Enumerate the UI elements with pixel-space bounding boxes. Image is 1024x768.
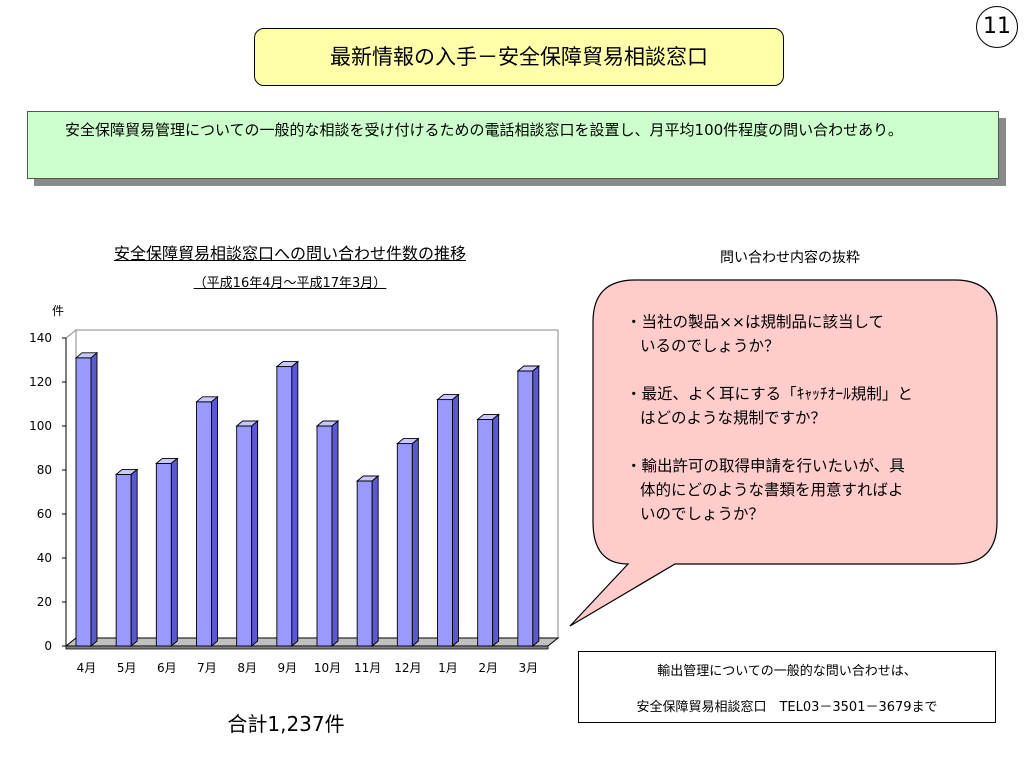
bar xyxy=(516,365,541,647)
bar-side xyxy=(331,420,339,647)
chart-title: 安全保障貿易相談窓口への問い合わせ件数の推移 xyxy=(0,240,580,264)
speech-bubble-shape xyxy=(569,279,998,627)
x-tick-label: 4月 xyxy=(77,661,97,675)
bar-front xyxy=(396,443,413,647)
y-tick-label: 100 xyxy=(29,419,52,433)
y-tick-label: 40 xyxy=(37,551,52,565)
question-line: いるのでしょうか？ xyxy=(640,337,780,355)
page-number: 11 xyxy=(976,6,1018,48)
bar-front xyxy=(356,480,373,647)
bar xyxy=(74,351,99,647)
x-tick-label: 9月 xyxy=(278,661,298,675)
chart-subtitle: （平成16年4月～平成17年3月） xyxy=(0,272,580,291)
question-line: ・当社の製品××は規制品に該当して xyxy=(626,313,885,331)
bar-front xyxy=(477,418,494,647)
y-tick-label: 60 xyxy=(37,507,52,521)
bar-side xyxy=(452,393,459,647)
x-tick-label: 2月 xyxy=(478,661,498,675)
bar xyxy=(355,475,380,647)
bar-front xyxy=(75,357,92,647)
x-tick-label: 5月 xyxy=(117,661,137,675)
question-item: ・最近、よく耳にする「ｷｬｯﾁｵｰﾙ規制」と はどのような規制ですか？ xyxy=(626,382,976,430)
question-line: いのでしょうか？ xyxy=(640,505,765,523)
speech-bubble xyxy=(569,279,998,627)
x-tick-label: 6月 xyxy=(157,661,177,675)
bar xyxy=(476,413,500,647)
y-tick-label: 0 xyxy=(44,639,52,653)
x-tick-label: 12月 xyxy=(394,661,421,675)
bar-front xyxy=(316,425,333,647)
bar xyxy=(396,437,420,647)
info-box: 安全保障貿易管理についての一般的な相談を受け付けるための電話相談窓口を設置し、月… xyxy=(27,111,999,179)
question-line: 体的にどのような書類を用意すればよ xyxy=(640,481,904,499)
bar xyxy=(436,393,460,647)
page-title: 最新情報の入手－安全保障貿易相談窓口 xyxy=(254,28,784,86)
question-line: ・輸出許可の取得申請を行いたいが、具 xyxy=(626,457,905,475)
question-line: ・最近、よく耳にする「ｷｬｯﾁｵｰﾙ規制」と xyxy=(626,385,913,403)
contact-line-1: 輸出管理についての一般的な問い合わせは、 xyxy=(657,664,917,679)
bar-front xyxy=(276,366,293,647)
bar-side xyxy=(211,395,218,647)
bar-side xyxy=(532,365,540,647)
bar xyxy=(315,420,340,647)
bar-side xyxy=(170,457,178,647)
x-tick-label: 8月 xyxy=(237,661,257,675)
bar xyxy=(275,360,300,647)
contact-line-2: 安全保障貿易相談窓口 TEL03－3501－3679まで xyxy=(636,700,938,715)
y-axis-label: 件 xyxy=(52,304,65,318)
chart-floor-edge xyxy=(65,645,549,650)
bar-side xyxy=(411,437,419,647)
bar-front xyxy=(155,462,172,647)
y-tick-label: 120 xyxy=(29,375,52,389)
bar-side xyxy=(130,468,138,647)
bar-front xyxy=(236,425,253,647)
bar xyxy=(114,468,139,647)
bar-front xyxy=(437,399,453,647)
x-tick-label: 1月 xyxy=(438,661,458,675)
chart-subtitle-text: （平成16年4月～平成17年3月） xyxy=(193,276,387,291)
x-tick-label: 11月 xyxy=(354,661,381,675)
y-tick-label: 80 xyxy=(37,463,52,477)
bar-side xyxy=(251,420,259,647)
y-tick-label: 140 xyxy=(29,331,52,345)
bar-side xyxy=(492,413,500,647)
chart-title-text: 安全保障貿易相談窓口への問い合わせ件数の推移 xyxy=(113,244,466,263)
bar-front xyxy=(517,370,534,647)
bar xyxy=(235,420,259,647)
x-tick-label: 10月 xyxy=(314,661,341,675)
question-item: ・輸出許可の取得申請を行いたいが、具 体的にどのような書類を用意すればよ いので… xyxy=(626,454,976,526)
bar xyxy=(155,457,179,647)
y-tick-label: 20 xyxy=(37,595,52,609)
bar-front xyxy=(115,473,132,647)
x-tick-label: 7月 xyxy=(197,661,217,675)
total-count: 合計1,237件 xyxy=(227,712,345,736)
question-item: ・当社の製品××は規制品に該当して いるのでしょうか？ xyxy=(626,310,976,358)
bar-side xyxy=(291,360,299,647)
x-tick-label: 3月 xyxy=(519,661,539,675)
question-line: はどのような規制ですか？ xyxy=(640,409,827,427)
chart-side-wall xyxy=(65,328,77,648)
bar-side xyxy=(90,351,98,647)
excerpt-title: 問い合わせ内容の抜粋 xyxy=(720,250,860,266)
bar-front xyxy=(196,401,212,647)
bar-chart: 0 20 40 60 80 100 120 140 4月 5月 6月 7月 8月 9月 10月 11月 12月 1… xyxy=(29,328,560,675)
contact-box: 輸出管理についての一般的な問い合わせは、 安全保障貿易相談窓口 TEL03－35… xyxy=(578,651,996,723)
bar xyxy=(195,395,219,647)
bar-side xyxy=(371,475,379,647)
question-list: ・当社の製品××は規制品に該当して いるのでしょうか？ ・最近、よく耳にする「ｷ… xyxy=(626,310,976,550)
